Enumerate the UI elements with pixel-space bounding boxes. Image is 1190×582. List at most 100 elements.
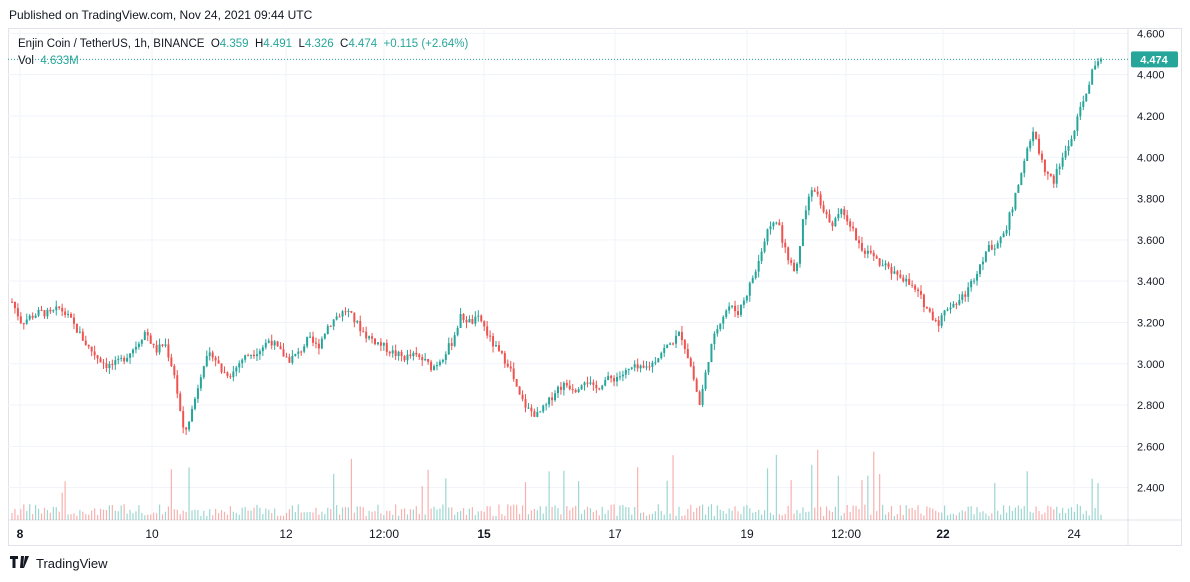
volume-bar: [787, 505, 789, 520]
footer-brand[interactable]: TradingView: [10, 556, 108, 571]
volume-bar: [220, 510, 223, 520]
candle-body: [297, 351, 300, 354]
low-value: 4.326: [304, 38, 334, 50]
candle-body: [878, 258, 881, 266]
volume-bar: [932, 508, 934, 520]
close-value: 4.474: [348, 38, 378, 50]
volume-bar: [244, 506, 246, 520]
candle-body: [1023, 160, 1026, 174]
candle-body: [807, 196, 810, 211]
candle-body: [1073, 130, 1076, 140]
candle-body: [1049, 173, 1052, 176]
volume-bar: [138, 505, 140, 520]
volume-bar: [852, 505, 854, 520]
volume-bar: [825, 506, 828, 520]
candle-body: [1020, 173, 1023, 186]
volume-bar: [516, 504, 518, 520]
candle-body: [332, 319, 335, 327]
candle-body: [155, 344, 158, 353]
candle-body: [621, 374, 624, 377]
candle-body: [78, 331, 81, 333]
candle-body: [261, 347, 264, 352]
candle-body: [680, 332, 683, 341]
candle-body: [182, 410, 185, 428]
volume-bar: [229, 506, 231, 520]
candle-body: [766, 229, 769, 242]
volume-bar: [923, 515, 925, 520]
volume-bar: [489, 506, 491, 520]
volume-bar: [663, 514, 665, 520]
candle-body: [728, 306, 731, 311]
candle-body: [365, 331, 368, 339]
candle-body: [798, 246, 801, 264]
candle-body: [13, 301, 16, 309]
volume-bar: [371, 511, 373, 520]
volume-bar: [344, 506, 347, 520]
candle-body: [931, 311, 934, 321]
volume-bar: [120, 505, 122, 520]
volume-bar: [873, 451, 875, 520]
candle-body: [347, 310, 350, 312]
volume-bar: [35, 504, 37, 520]
candle-body: [149, 335, 152, 344]
y-tick-label: 2.800: [1137, 400, 1165, 412]
chart-legend: Enjin Coin / TetherUS, 1h, BINANCE O4.35…: [18, 36, 468, 70]
y-tick-label: 4.400: [1137, 70, 1165, 82]
x-tick-label: 12: [279, 527, 293, 541]
candle-body: [719, 323, 722, 330]
candle-body: [241, 359, 244, 364]
candle-body: [849, 221, 852, 227]
candle-body: [993, 248, 996, 250]
candle-body: [492, 336, 495, 347]
volume-bar: [203, 510, 205, 520]
candle-body: [1088, 84, 1091, 94]
volume-bar: [530, 510, 533, 520]
candle-body: [784, 242, 787, 248]
y-tick-label: 2.400: [1137, 483, 1165, 495]
candle-body: [450, 343, 453, 346]
candle-body: [486, 326, 489, 336]
candle-body: [695, 379, 698, 392]
candle-body: [796, 263, 799, 271]
candle-body: [1067, 145, 1070, 151]
candle-body: [143, 332, 146, 341]
candle-body: [132, 349, 134, 354]
volume-bar: [876, 511, 878, 520]
volume-bar: [94, 508, 96, 520]
volume-bar: [318, 514, 320, 520]
candle-body: [11, 301, 13, 303]
candle-body: [158, 344, 161, 353]
volume-bar: [1053, 509, 1055, 520]
candle-body: [530, 407, 533, 412]
candle-body: [1076, 116, 1079, 131]
volume-bar: [303, 512, 305, 520]
y-tick-label: 2.600: [1137, 441, 1165, 453]
volume-bar: [790, 480, 792, 520]
candle-body: [518, 386, 521, 395]
volume-bar: [176, 509, 178, 520]
volume-bar: [521, 505, 524, 520]
candle-body: [651, 362, 654, 368]
candle-body: [633, 364, 636, 368]
volume-bar: [1029, 511, 1031, 520]
volume-bar: [675, 515, 677, 520]
candle-body: [672, 343, 675, 345]
volume-bar: [347, 507, 350, 520]
volume-bar: [43, 507, 46, 520]
volume-bar: [684, 515, 686, 520]
volume-bar: [778, 514, 780, 520]
candle-body: [503, 353, 506, 364]
candle-body: [896, 271, 899, 275]
change-value: +0.115 (+2.64%): [383, 38, 469, 50]
volume-bar: [111, 505, 113, 520]
candle-body: [235, 367, 238, 372]
volume-bar: [291, 505, 293, 520]
volume-label: Vol: [18, 55, 34, 67]
volume-bar: [433, 506, 435, 520]
candlestick-chart[interactable]: 4.600 4.400 4.200 4.000 3.800 3.600 3.400 3.200…: [8, 28, 1182, 546]
volume-bar: [212, 515, 214, 520]
volume-bar: [699, 505, 701, 520]
volume-bar: [696, 507, 698, 520]
candle-body: [338, 316, 341, 318]
volume-bar: [554, 505, 556, 520]
